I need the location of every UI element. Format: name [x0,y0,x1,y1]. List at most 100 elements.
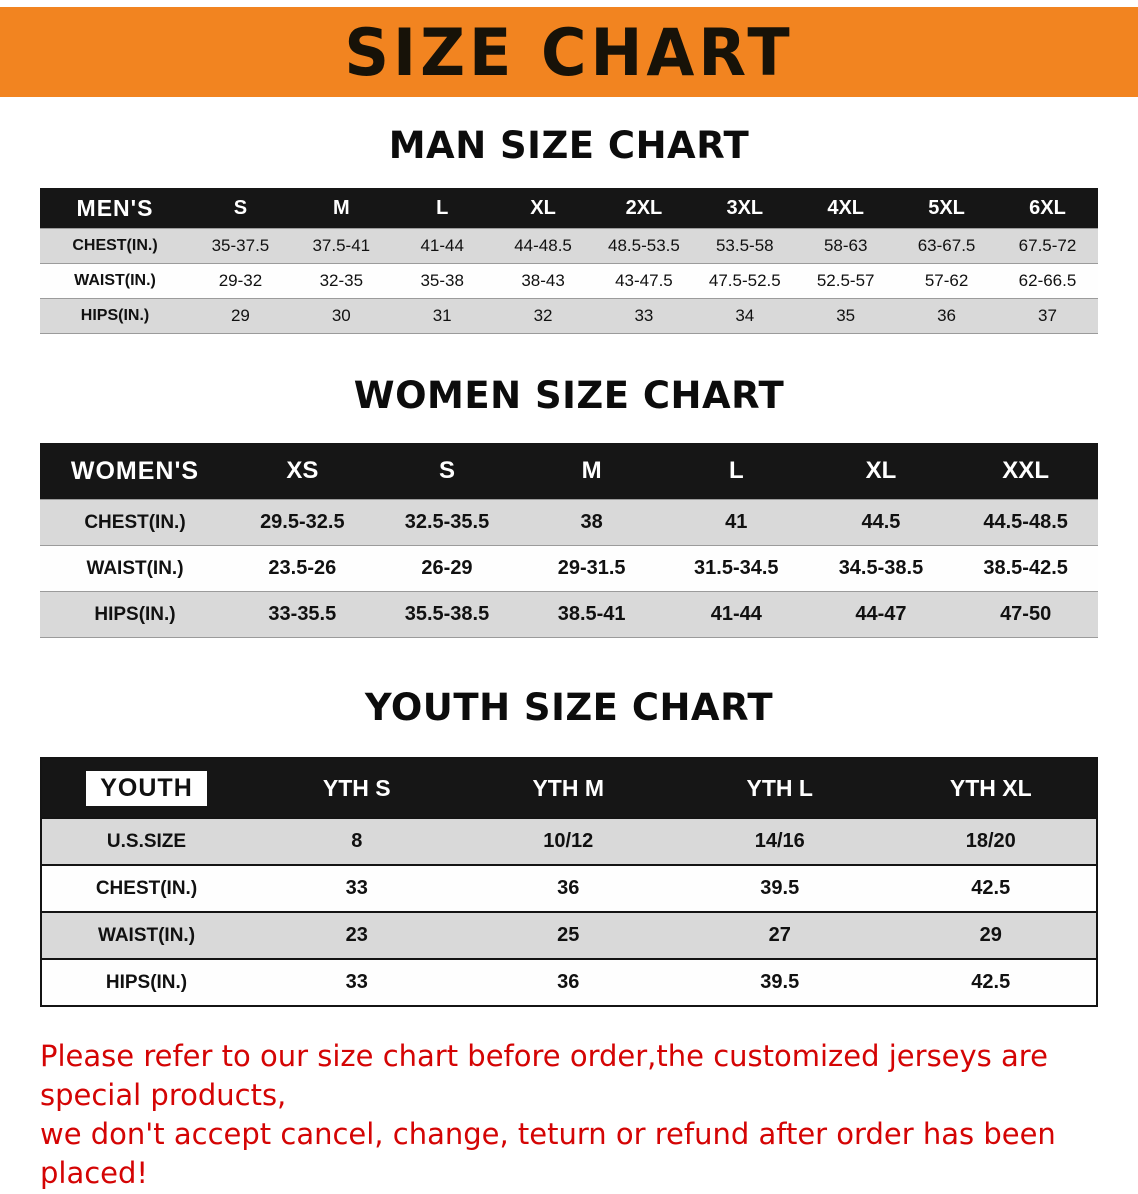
size-value: 32.5-35.5 [374,499,520,546]
size-value: 37 [997,298,1098,334]
size-value: 38 [519,499,664,546]
size-column-header: YTH M [463,758,675,818]
size-column-label: YTH XL [949,774,1032,801]
size-value: 44.5 [808,499,954,546]
measurement-row-label: HIPS(IN.) [41,958,251,1006]
measurement-row-label: CHEST(IN.) [40,499,230,546]
size-column-header: L [664,443,809,500]
size-value: 44-47 [808,591,954,638]
table-row: CHEST(IN.) 35-37.5 37.5-41 41-44 44-48.5 48.5… [40,228,1098,264]
women-size-section: WOMEN SIZE CHART WOMEN'S XS S M L XL XXL CHEST(… [0,334,1138,638]
size-value: 53.5-58 [694,228,796,264]
size-value: 26-29 [374,545,520,592]
size-column-label: S [233,196,248,219]
size-column-header: XL [809,443,954,500]
size-value: 39.5 [674,864,886,912]
size-chart-page: SIZE CHART MAN SIZE CHART MEN'S S M L XL 2XL 3… [0,7,1138,1194]
size-value: 38.5-42.5 [953,545,1098,592]
table-row: CHEST(IN.) 33 36 39.5 42.5 [41,864,1097,912]
size-column-label: YTH S [322,774,391,801]
size-column-header: M [519,443,664,500]
size-column-header: 5XL [896,188,997,229]
size-value: 47.5-52.5 [694,263,796,299]
size-value: 37.5-41 [290,228,392,264]
table-row: CHEST(IN.) 29.5-32.5 32.5-35.5 38 41 44.5 44.5… [40,499,1098,546]
measurement-row-label: WAIST(IN.) [40,263,190,299]
table-corner-label: YOUTH [86,770,207,806]
table-row: HIPS(IN.) 33 36 39.5 42.5 [41,958,1097,1006]
size-column-label: XXL [1002,457,1049,484]
size-value: 44.5-48.5 [953,499,1098,546]
size-value: 29.5-32.5 [230,499,375,546]
size-value: 42.5 [885,958,1097,1006]
men-size-section: MAN SIZE CHART MEN'S S M L XL 2XL 3XL 4XL 5XL 6XL… [0,97,1138,334]
size-value: 35.5-38.5 [374,591,520,638]
size-column-label: 2XL [625,196,663,219]
order-notice: Please refer to our size chart before or… [40,1037,1100,1194]
table-header-row: YOUTH YTH S YTH M YTH L YTH XL [41,758,1097,818]
size-value: 14/16 [674,817,886,865]
size-column-header: YTH L [674,758,886,818]
table-row: WAIST(IN.) 23 25 27 29 [41,911,1097,959]
size-value: 33 [251,958,463,1006]
size-value: 43-47.5 [593,263,695,299]
size-column-header: XL [493,188,594,229]
size-value: 29-32 [190,263,291,299]
women-size-table: WOMEN'S XS S M L XL XXL CHEST(IN.) 29.5-32.5 32.5… [40,443,1098,638]
size-value: 42.5 [885,864,1097,912]
size-column-label: M [581,457,602,484]
table-row: HIPS(IN.) 33-35.5 35.5-38.5 38.5-41 41-44 44-… [40,591,1098,638]
women-section-heading: WOMEN SIZE CHART [353,374,785,417]
notice-line-2: we don't accept cancel, change, teturn o… [40,1117,1056,1191]
size-value: 32 [492,298,594,334]
table-header-row: WOMEN'S XS S M L XL XXL [40,443,1098,500]
size-column-label: XL [530,196,556,219]
size-value: 29 [885,911,1097,959]
size-value: 29-31.5 [519,545,664,592]
table-corner-cell: MEN'S [40,188,190,229]
size-value: 38.5-41 [519,591,664,638]
measurement-row-label: CHEST(IN.) [41,864,251,912]
title-banner: SIZE CHART [0,7,1138,97]
size-value: 33-35.5 [230,591,375,638]
size-value: 36 [462,958,674,1006]
notice-line-1: Please refer to our size chart before or… [40,1039,1048,1113]
table-row: HIPS(IN.) 29 30 31 32 33 34 35 36 37 [40,298,1098,334]
measurement-row-label: U.S.SIZE [41,817,251,865]
size-value: 23.5-26 [230,545,375,592]
size-column-header: 6XL [997,188,1098,229]
size-value: 25 [462,911,674,959]
size-value: 39.5 [674,958,886,1006]
men-section-heading: MAN SIZE CHART [388,124,750,167]
size-value: 47-50 [953,591,1098,638]
men-size-table: MEN'S S M L XL 2XL 3XL 4XL 5XL 6XL CHEST(IN.) 35-37… [40,188,1098,334]
size-value: 31 [391,298,493,334]
youth-size-section: YOUTH SIZE CHART YOUTH YTH S YTH M YTH L YTH… [0,638,1138,1007]
table-row: WAIST(IN.) 29-32 32-35 35-38 38-43 43-47.5 47.… [40,263,1098,299]
size-column-label: 4XL [827,196,865,219]
size-value: 44-48.5 [492,228,594,264]
size-value: 34.5-38.5 [808,545,954,592]
size-value: 18/20 [885,817,1097,865]
size-column-header: S [190,188,291,229]
size-value: 41-44 [663,591,809,638]
size-column-header: YTH XL [886,758,1098,818]
size-value: 34 [694,298,796,334]
size-column-label: XL [865,457,897,484]
table-corner-label: WOMEN'S [70,456,200,485]
size-column-header: L [392,188,493,229]
measurement-row-label: HIPS(IN.) [40,298,190,334]
measurement-row-label: WAIST(IN.) [40,545,230,592]
measurement-row-label: WAIST(IN.) [41,911,251,959]
size-value: 35-37.5 [190,228,291,264]
size-column-header: XS [230,443,375,500]
size-value: 67.5-72 [997,228,1098,264]
page-title: SIZE CHART [344,13,794,91]
size-value: 35 [795,298,897,334]
size-value: 33 [593,298,695,334]
size-value: 41-44 [391,228,493,264]
size-value: 36 [896,298,997,334]
size-column-label: 3XL [726,196,764,219]
size-column-label: L [436,196,449,219]
youth-size-table: YOUTH YTH S YTH M YTH L YTH XL U.S.SIZE 8 10/12… [40,757,1098,1007]
